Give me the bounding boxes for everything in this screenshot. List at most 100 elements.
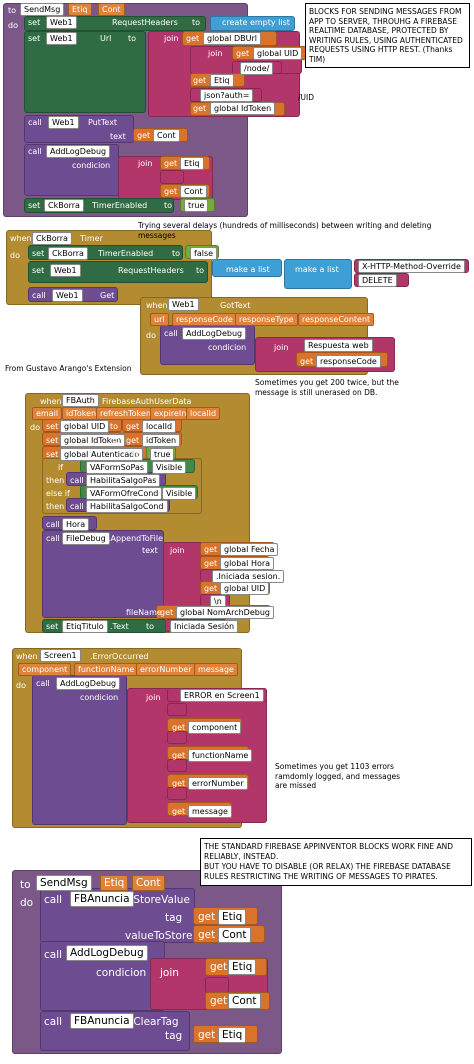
block-label: set — [28, 34, 41, 43]
block-label: FileDebug — [62, 532, 110, 545]
block-label: email — [32, 407, 63, 420]
block-label: Web1 — [50, 264, 81, 277]
block-label: to — [8, 6, 17, 15]
block-label: set — [46, 422, 59, 431]
block-label: set — [46, 436, 59, 445]
block-label: Respuesta web — [304, 339, 373, 352]
block-label: do — [16, 681, 26, 690]
block-label: Timer — [80, 234, 103, 243]
block — [284, 259, 352, 289]
block — [32, 675, 127, 825]
block-label: AddLogDebug — [56, 677, 121, 690]
block-label: true — [184, 199, 209, 212]
block-label: valueToStore — [125, 930, 193, 942]
block-label: when — [10, 234, 32, 243]
block-label: message — [188, 805, 232, 818]
annotation: Sometimes you get 200 twice, but the mes… — [255, 378, 399, 397]
block — [167, 703, 187, 716]
block-label: true — [150, 448, 175, 461]
block-label: global Hora — [220, 557, 275, 570]
block-label: Etiq — [218, 1027, 247, 1043]
block-label: to — [132, 450, 141, 459]
block-label: to — [110, 422, 119, 431]
block-label: get — [126, 422, 140, 431]
block-label: FBAnuncia — [70, 891, 134, 907]
block-label: CkBorra — [32, 232, 72, 245]
block-label: Visible — [162, 487, 197, 500]
block-label: else if — [46, 489, 70, 498]
block-label: join — [138, 159, 153, 168]
block-label: Etiq — [218, 909, 247, 925]
block-label: call — [32, 291, 46, 300]
block-label: when — [16, 652, 38, 661]
block-label: TimerEnabled — [98, 249, 154, 258]
block-label: do — [8, 21, 18, 30]
block-label: make a list — [226, 265, 270, 274]
block-label: Cont — [180, 185, 207, 198]
block-label: get — [172, 723, 186, 732]
annotation: THE STANDARD FIREBASE APPINVENTOR BLOCKS… — [204, 842, 454, 861]
block-label: Etiq — [100, 875, 129, 891]
block-label: responseCode — [172, 313, 237, 326]
block-label: CkBorra — [48, 247, 88, 260]
block-label: GotText — [220, 301, 251, 310]
block-label: json?auth= — [200, 89, 254, 102]
block-label: call — [44, 949, 63, 961]
block-label: set — [32, 266, 45, 275]
block-label: global Fecha — [220, 543, 279, 556]
block-label: set — [32, 249, 45, 258]
block-label: get — [172, 807, 186, 816]
block-label: ERROR en Screen1 — [180, 689, 264, 702]
block-label: idToken — [62, 407, 101, 420]
block-label: condicion — [208, 343, 247, 352]
block-label: errorNumber — [188, 777, 248, 790]
block-label: join — [208, 49, 223, 58]
annotation: Trying several delays (hundreds of milli… — [138, 221, 432, 240]
block-label: if — [58, 463, 64, 472]
block-label: Get — [100, 291, 115, 300]
block-label: SendMsg — [20, 3, 65, 16]
block-label: create empty list — [222, 18, 290, 27]
block-label: false — [190, 247, 218, 260]
block-label: component — [18, 663, 72, 676]
block-label: CkBorra — [44, 199, 84, 212]
block-label: TimerEnabled — [92, 201, 148, 210]
block-label: text — [110, 132, 126, 141]
block-label: responseCode — [316, 355, 381, 368]
block-label: text — [142, 546, 158, 555]
annotation: From Gustavo Arango's Extension — [5, 364, 132, 373]
block-label: get — [137, 131, 151, 140]
block-label: get — [198, 929, 216, 941]
block-label: do — [146, 331, 156, 340]
block-label: set — [28, 18, 41, 27]
block-label: .ClearTag — [130, 1016, 179, 1028]
block-label: X-HTTP-Method-Override — [358, 260, 465, 273]
block-label: FBAuth — [62, 394, 99, 407]
note-box — [200, 838, 472, 886]
block-label: idToken — [142, 434, 181, 447]
block-label: join — [164, 34, 179, 43]
block-label: FBAnuncia — [70, 1013, 134, 1029]
block-label: when — [146, 301, 168, 310]
block-label: make a list — [295, 265, 339, 274]
block-label: /node/ — [240, 62, 274, 75]
block-label: Etiq — [68, 3, 92, 16]
block-label: to — [192, 18, 201, 27]
block-label: get — [172, 779, 186, 788]
block-label: RequestHeaders — [118, 266, 184, 275]
block — [212, 259, 282, 277]
block-label: to — [172, 249, 181, 258]
block-label: message — [194, 663, 238, 676]
block-label: to — [112, 436, 121, 445]
block-label: get — [204, 584, 218, 593]
block-label: get — [186, 34, 200, 43]
block-label: set — [46, 622, 59, 631]
block-label: AddLogDebug — [66, 945, 148, 961]
block-label: do — [10, 251, 20, 260]
block-label: get — [172, 751, 186, 760]
block-label: call — [28, 147, 42, 156]
block-label: do — [30, 423, 40, 432]
block-label: get — [198, 1029, 216, 1041]
